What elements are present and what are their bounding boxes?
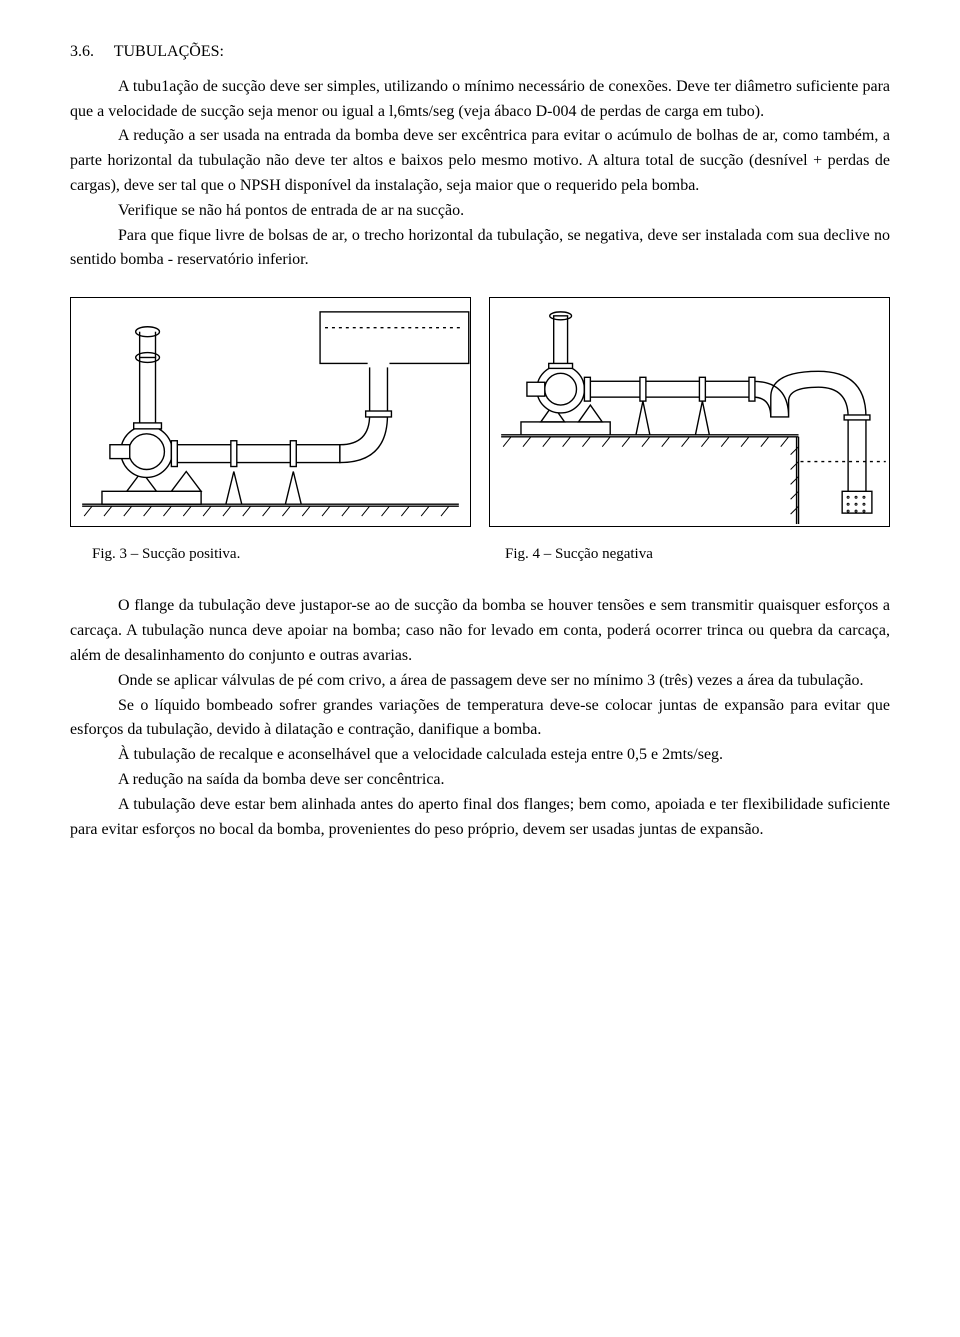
section-number: 3.6. [70,43,94,60]
figure-3-suction-positive [70,297,471,527]
paragraph: A tubu1ação de sucção deve ser simples, … [70,75,890,125]
paragraph: Para que fique livre de bolsas de ar, o … [70,224,890,274]
body-text: A tubu1ação de sucção deve ser simples, … [70,75,890,273]
figure-4-suction-negative [489,297,890,527]
paragraph: A redução na saída da bomba deve ser con… [70,768,890,793]
paragraph: Onde se aplicar válvulas de pé com crivo… [70,669,890,694]
captions-row: Fig. 3 – Sucção positiva. Fig. 4 – Sucçã… [70,543,890,566]
pump-diagram-icon [490,298,889,526]
figures-row [70,297,890,527]
paragraph: O flange da tubulação deve justapor-se a… [70,594,890,668]
figure-4-caption: Fig. 4 – Sucção negativa [495,543,890,566]
section-title: TUBULAÇÕES: [114,43,224,60]
paragraph: A redução a ser usada na entrada da bomb… [70,124,890,198]
paragraph: A tubulação deve estar bem alinhada ante… [70,793,890,843]
section-heading: 3.6. TUBULAÇÕES: [70,40,890,65]
figure-3-caption: Fig. 3 – Sucção positiva. [70,543,477,566]
pump-diagram-icon [71,298,470,526]
paragraph: Verifique se não há pontos de entrada de… [70,199,890,224]
paragraph: Se o líquido bombeado sofrer grandes var… [70,694,890,744]
paragraph: À tubulação de recalque e aconselhável q… [70,743,890,768]
body-text-2: O flange da tubulação deve justapor-se a… [70,594,890,842]
